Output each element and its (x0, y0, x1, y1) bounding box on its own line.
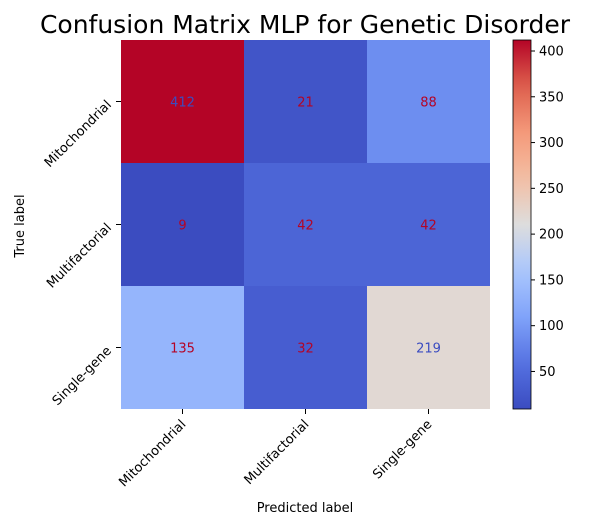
x-tick-label: Multifactorial (242, 417, 313, 488)
heatmap-cell (244, 286, 367, 409)
colorbar-tick-label: 50 (539, 365, 556, 380)
x-tick-label: Single-gene (370, 417, 435, 482)
chart-title: Confusion Matrix MLP for Genetic Disorde… (40, 10, 571, 39)
heatmap-cell (244, 40, 367, 163)
x-axis: Mitochondrial Multifactorial Single-gene (116, 409, 435, 490)
colorbar-tick-label: 200 (539, 228, 564, 243)
y-tick-label: Mitochondrial (42, 98, 115, 171)
x-tick-label: Mitochondrial (116, 417, 189, 490)
colorbar-tick-label: 100 (539, 319, 564, 334)
colorbar-tick-label: 150 (539, 273, 564, 288)
heatmap-cell (367, 163, 490, 286)
colorbar-tick-label: 400 (539, 44, 564, 59)
heatmap-cell (367, 40, 490, 163)
cell-value-label: 135 (170, 342, 195, 357)
y-axis: Mitochondrial Multifactorial Single-gene (42, 98, 121, 409)
cell-value-label: 412 (170, 96, 195, 111)
y-tick-label: Multifactorial (44, 221, 115, 292)
heatmap-cell (121, 40, 244, 163)
heatmap-cell (367, 286, 490, 409)
colorbar-tick-label: 350 (539, 90, 564, 105)
cell-value-label: 42 (297, 219, 314, 234)
colorbar-gradient (512, 39, 532, 410)
cell-value-label: 88 (420, 96, 437, 111)
cell-value-label: 42 (420, 219, 437, 234)
y-axis-label: True label (13, 194, 28, 258)
cell-value-label: 32 (297, 342, 314, 357)
heatmap-grid: 412 21 88 9 42 42 135 32 219 (121, 40, 490, 409)
colorbar-tick-label: 300 (539, 136, 564, 151)
heatmap-cell (121, 163, 244, 286)
heatmap-cell (244, 163, 367, 286)
cell-value-label: 219 (416, 342, 441, 357)
x-axis-label: Predicted label (257, 501, 354, 516)
cell-value-label: 9 (178, 219, 186, 234)
colorbar-tick-label: 250 (539, 182, 564, 197)
cell-value-label: 21 (297, 96, 314, 111)
colorbar: 50 100 150 200 250 300 350 400 (512, 39, 564, 410)
y-tick-label: Single-gene (50, 344, 115, 409)
heatmap-cell (121, 286, 244, 409)
